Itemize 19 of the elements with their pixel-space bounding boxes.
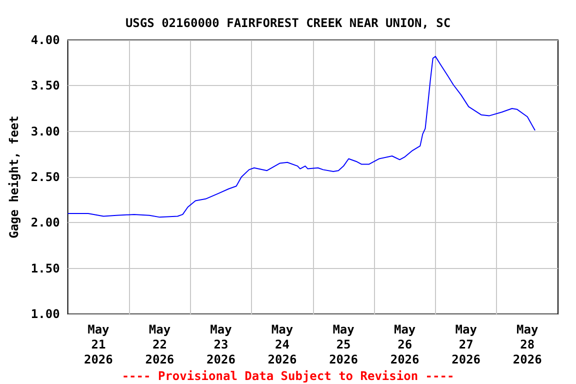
x-tick-label: May 22 2026 [145, 322, 174, 366]
x-tick-label: May 24 2026 [268, 322, 297, 366]
x-tick-label: May 21 2026 [84, 322, 113, 366]
x-tick-label: May 26 2026 [390, 322, 420, 366]
x-tick-label: May 23 2026 [206, 322, 236, 366]
y-tick-label: 3.00 [30, 124, 60, 138]
line-series [67, 56, 536, 218]
y-tick-label: 2.50 [30, 170, 60, 184]
y-tick-label: 2.00 [30, 216, 60, 230]
y-axis-title: Gage height, feet [7, 116, 21, 238]
y-tick-label: 4.00 [30, 33, 60, 47]
x-tick-label: May 28 2026 [512, 322, 542, 366]
y-tick-label: 1.00 [30, 307, 60, 321]
x-tick-label: May 27 2026 [452, 322, 481, 366]
text: ---- Provisional Data Subject to Revision ---- [122, 369, 454, 383]
y-tick-label: 3.50 [30, 78, 60, 93]
y-tick-label: 1.50 [30, 261, 60, 276]
chart-title: USGS 02160000 FAIRFOREST CREEK NEAR UNION, SC [125, 16, 451, 30]
x-tick-label: May 25 2026 [329, 322, 358, 366]
